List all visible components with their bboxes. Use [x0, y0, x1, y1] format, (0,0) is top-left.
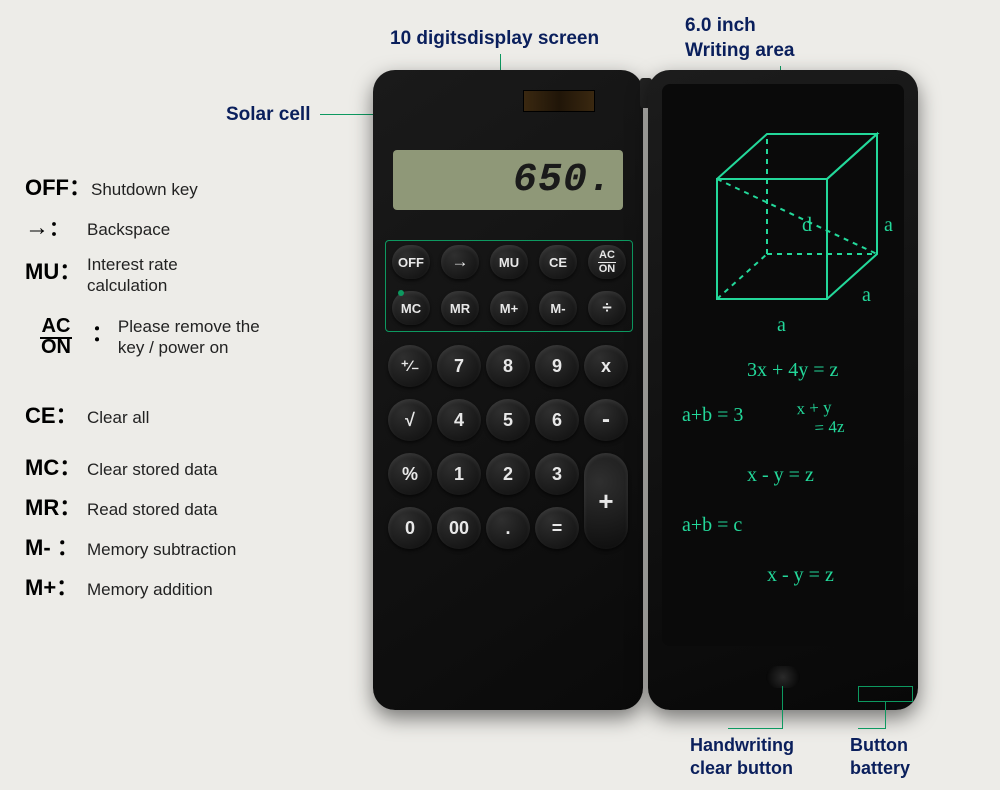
- hw-eq2: a+b = 3: [682, 404, 743, 427]
- btn-off[interactable]: OFF: [392, 245, 430, 279]
- btn-5[interactable]: 5: [486, 399, 530, 441]
- hw-eq4: x - y = z: [747, 464, 814, 487]
- btn-mu[interactable]: MU: [490, 245, 528, 279]
- legend-mu: MU：Interest ratecalculation: [25, 254, 178, 297]
- hw-label-a3: a: [777, 314, 786, 337]
- callout-line: [782, 686, 783, 728]
- btn-mplus[interactable]: M+: [490, 291, 528, 325]
- btn-multiply[interactable]: x: [584, 345, 628, 387]
- btn-plus[interactable]: +: [584, 453, 628, 549]
- btn-1[interactable]: 1: [437, 453, 481, 495]
- label-display-screen: 10 digitsdisplay screen: [390, 28, 599, 50]
- btn-9[interactable]: 9: [535, 345, 579, 387]
- writing-tablet: d a a a 3x + 4y = z a+b = 3 x + y = 4z x…: [648, 70, 918, 710]
- btn-4[interactable]: 4: [437, 399, 481, 441]
- btn-2[interactable]: 2: [486, 453, 530, 495]
- btn-ac-on[interactable]: ACON: [588, 245, 626, 279]
- btn-backspace[interactable]: →: [441, 245, 479, 279]
- hw-label-a1: a: [884, 214, 893, 237]
- btn-plusminus[interactable]: ⁺∕₋: [388, 345, 432, 387]
- legend-off: OFF：Shutdown key: [25, 170, 198, 202]
- btn-percent[interactable]: %: [388, 453, 432, 495]
- label-clear-button: Handwritingclear button: [690, 734, 794, 779]
- btn-sqrt[interactable]: √: [388, 399, 432, 441]
- btn-mc[interactable]: MC: [392, 291, 430, 325]
- hw-label-a2: a: [862, 284, 871, 307]
- tablet-screen[interactable]: d a a a 3x + 4y = z a+b = 3 x + y = 4z x…: [662, 84, 904, 646]
- legend-ce: CE：Clear all: [25, 398, 149, 430]
- btn-mr[interactable]: MR: [441, 291, 479, 325]
- callout-line: [858, 728, 886, 729]
- legend-ac-on: ACON ： Please remove thekey / power on: [25, 316, 260, 359]
- calculator-body: 650. OFF → MU CE ACON MC MR M+ M- ÷ ⁺∕₋ …: [373, 70, 643, 710]
- btn-dot[interactable]: .: [486, 507, 530, 549]
- btn-mminus[interactable]: M-: [539, 291, 577, 325]
- hw-label-d: d: [802, 214, 812, 237]
- btn-00[interactable]: 00: [437, 507, 481, 549]
- btn-7[interactable]: 7: [437, 345, 481, 387]
- legend-mc: MC：Clear stored data: [25, 450, 217, 482]
- hw-eq3: x + y = 4z: [796, 397, 845, 439]
- callout-line: [728, 728, 783, 729]
- btn-equals[interactable]: =: [535, 507, 579, 549]
- label-writing-area: 6.0 inch Writing area: [685, 14, 794, 63]
- legend-mr: MR：Read stored data: [25, 490, 217, 522]
- handwriting-clear-button[interactable]: [766, 666, 800, 688]
- hw-eq6: x - y = z: [767, 564, 834, 587]
- btn-0[interactable]: 0: [388, 507, 432, 549]
- hw-eq5: a+b = c: [682, 514, 742, 537]
- btn-minus[interactable]: -: [584, 399, 628, 441]
- btn-ce[interactable]: CE: [539, 245, 577, 279]
- callout-dot: [398, 290, 404, 296]
- btn-divide[interactable]: ÷: [588, 291, 626, 325]
- label-solar-cell: Solar cell: [226, 104, 311, 126]
- legend-m-plus: M+：Memory addition: [25, 570, 213, 602]
- btn-3[interactable]: 3: [535, 453, 579, 495]
- lcd-display: 650.: [393, 150, 623, 210]
- legend-m-minus: M- ：Memory subtraction: [25, 530, 236, 562]
- btn-6[interactable]: 6: [535, 399, 579, 441]
- legend-backspace: →：Backspace: [25, 212, 170, 242]
- hw-eq1: 3x + 4y = z: [747, 359, 838, 382]
- callout-line: [885, 702, 886, 728]
- label-button-battery: Buttonbattery: [850, 734, 910, 779]
- solar-cell: [523, 90, 595, 112]
- btn-8[interactable]: 8: [486, 345, 530, 387]
